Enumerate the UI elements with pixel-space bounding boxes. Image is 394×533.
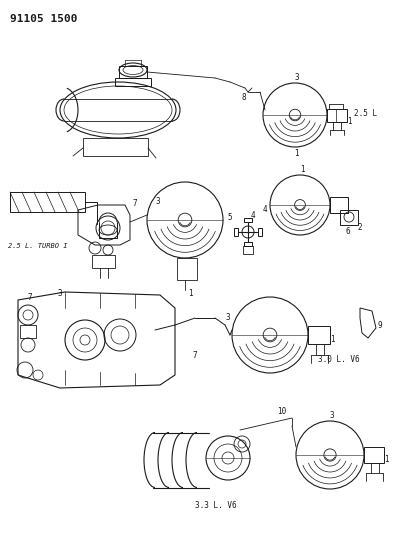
Text: 2.5 L. TURBO I: 2.5 L. TURBO I <box>8 243 67 249</box>
Polygon shape <box>244 218 252 222</box>
Polygon shape <box>258 228 262 236</box>
Text: 6: 6 <box>346 227 350 236</box>
Text: 2.5 L: 2.5 L <box>354 109 377 117</box>
Text: 7: 7 <box>133 199 138 208</box>
Text: 3: 3 <box>295 72 299 82</box>
Text: 1: 1 <box>384 456 388 464</box>
Text: 9: 9 <box>378 321 383 330</box>
Text: 1: 1 <box>300 166 304 174</box>
Text: 1: 1 <box>294 149 298 157</box>
Text: 5: 5 <box>228 214 232 222</box>
Text: 3.3 L. V6: 3.3 L. V6 <box>195 500 237 510</box>
Text: 8: 8 <box>242 93 246 101</box>
Text: 91105 1500: 91105 1500 <box>10 14 78 24</box>
Text: 7: 7 <box>28 293 32 302</box>
Polygon shape <box>234 228 238 236</box>
Text: 1: 1 <box>188 288 192 297</box>
Text: 3.0 L. V6: 3.0 L. V6 <box>318 356 360 365</box>
Text: 7: 7 <box>193 351 197 359</box>
Text: 1: 1 <box>347 117 351 125</box>
Polygon shape <box>244 242 252 246</box>
Text: 2: 2 <box>358 222 362 231</box>
Text: 3: 3 <box>156 197 160 206</box>
Text: 10: 10 <box>277 408 286 416</box>
Text: 3: 3 <box>226 313 230 322</box>
Text: 4: 4 <box>251 212 255 221</box>
Text: 1: 1 <box>330 335 335 344</box>
Text: 4: 4 <box>263 205 267 214</box>
Text: 3: 3 <box>58 288 62 297</box>
Text: 3: 3 <box>330 411 335 421</box>
